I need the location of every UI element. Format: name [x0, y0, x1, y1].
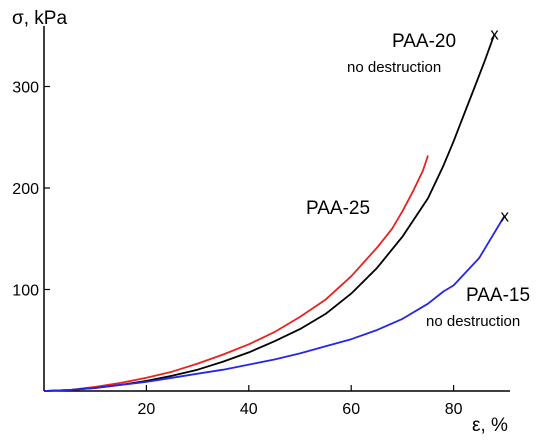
end-marker-paa-20: x: [490, 25, 499, 44]
x-tick-label: 40: [240, 401, 258, 418]
y-tick-label: 300: [12, 80, 39, 97]
series-line-paa-25: [43, 155, 429, 392]
y-tick-label: 100: [12, 283, 39, 300]
series-note-paa-20: no destruction: [347, 59, 441, 76]
x-tick-label: 20: [138, 401, 156, 418]
end-marker-paa-15: x: [501, 206, 510, 225]
series-lines: [43, 33, 506, 392]
series-line-paa-15: [43, 214, 506, 392]
series-label-paa-20: PAA-20: [392, 31, 456, 52]
tick-marks: [44, 85, 455, 391]
y-axis-title: σ, kPa: [12, 8, 67, 29]
x-tick-label: 60: [342, 401, 360, 418]
axes: [43, 26, 510, 392]
y-tick-label: 200: [12, 181, 39, 198]
series-line-paa-20: [43, 33, 496, 392]
series-note-paa-15: no destruction: [426, 313, 520, 330]
series-label-paa-25: PAA-25: [306, 198, 370, 219]
x-axis-title: ε, %: [472, 415, 508, 436]
x-tick-label: 80: [445, 401, 463, 418]
series-label-paa-15: PAA-15: [466, 285, 530, 306]
